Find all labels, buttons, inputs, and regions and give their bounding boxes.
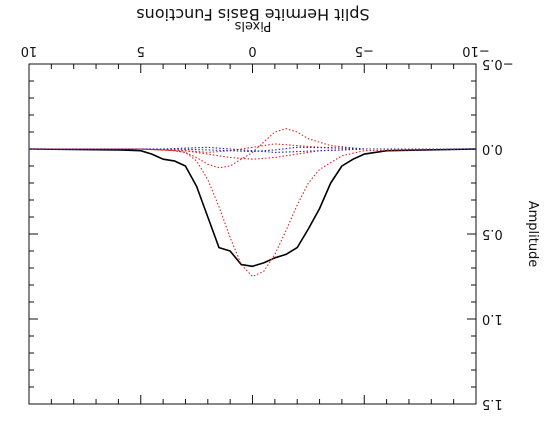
series-basis-line-1 [29, 148, 477, 278]
y-axis-label: Amplitude [525, 201, 540, 268]
series-total-line [28, 148, 477, 268]
series-basis-line-5 [29, 146, 476, 153]
y-tick-label: 0.0 [482, 141, 503, 156]
x-tick-label: −5 [355, 43, 374, 58]
chart-title: Split Hermite Basis Functions [136, 5, 369, 24]
y-tick-label: 1.5 [482, 396, 503, 411]
series-basis-line-2 [29, 128, 476, 169]
plot-frame [28, 63, 477, 405]
x-tick-label: −10 [462, 43, 489, 58]
x-tick-label: 5 [137, 43, 145, 58]
x-axis-label: Pixels [234, 18, 271, 33]
series-basis-line-6 [29, 146, 476, 153]
y-tick-label: 1.0 [482, 311, 503, 326]
y-tick-label: −0.5 [482, 56, 514, 71]
x-tick-label: 0 [248, 43, 256, 58]
y-tick-label: 0.5 [482, 226, 503, 241]
series-basis-line-4 [29, 143, 476, 153]
x-tick-label: 10 [21, 43, 38, 58]
